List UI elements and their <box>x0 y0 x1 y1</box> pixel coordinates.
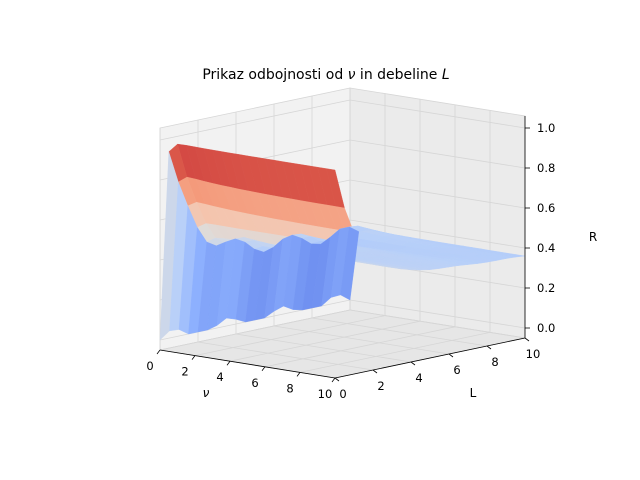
z-tick-label: 0.6 <box>537 201 555 215</box>
grid-line <box>197 341 374 371</box>
y-tick-label: 4 <box>415 371 422 385</box>
grid-line <box>235 333 412 363</box>
y-tick-label: 6 <box>453 363 460 377</box>
y-axis-line <box>334 337 526 379</box>
grid-line <box>311 317 488 347</box>
y-tick-mark <box>410 361 416 366</box>
plot-3d-axes: 0 2 4 6 8 10 0 2 4 6 8 10 0.0 0.2 0.4 0.6 0.8 1.0 ν L R <box>146 87 597 401</box>
x-tick-label: 8 <box>286 381 293 395</box>
y-tick-label: 0 <box>339 387 346 401</box>
y-tick-mark <box>448 353 454 358</box>
y-tick-mark <box>524 337 530 342</box>
y-tick-mark <box>486 345 492 350</box>
grid-line <box>264 326 456 368</box>
x-tick-label: 4 <box>216 370 223 384</box>
x-tick-label: 0 <box>146 359 153 373</box>
y-tick-mark <box>334 377 340 382</box>
grid-line <box>159 309 351 351</box>
grid-line <box>194 315 386 356</box>
y-tick-mark <box>372 369 378 374</box>
x-tick-mark <box>156 349 161 355</box>
y-tick-label: 8 <box>491 355 498 369</box>
z-tick-label: 1.0 <box>537 121 555 135</box>
x-axis-line <box>159 349 336 379</box>
grid-line <box>299 332 491 373</box>
grid-line <box>273 325 450 355</box>
z-axis-label: R <box>589 230 597 244</box>
y-tick-label: 10 <box>526 347 541 361</box>
grid-line <box>229 320 421 362</box>
back-right-pane <box>349 87 526 339</box>
y-tick-label: 2 <box>377 379 384 393</box>
z-tick-label: 0.4 <box>537 241 555 255</box>
x-axis-label: ν <box>203 386 210 400</box>
x-tick-mark <box>296 372 301 377</box>
reflectance-surface <box>159 143 526 341</box>
z-tick-label: 0.0 <box>537 321 555 335</box>
x-tick-mark <box>191 355 196 360</box>
x-tick-label: 2 <box>181 365 188 379</box>
tick-labels: 0 2 4 6 8 10 0 2 4 6 8 10 0.0 0.2 0.4 0.6 0.8 1.0 <box>146 121 555 401</box>
x-tick-mark <box>226 360 231 366</box>
x-tick-label: 6 <box>251 376 258 390</box>
chart-title: Prikaz odbojnosti od ν in debeline L <box>202 67 449 83</box>
axis-lines <box>159 116 526 379</box>
x-tick-mark <box>331 377 336 383</box>
grid-line <box>349 309 526 339</box>
surface-face <box>340 226 360 301</box>
z-tick-label: 0.2 <box>537 281 555 295</box>
x-tick-mark <box>261 366 266 372</box>
x-tick-label: 10 <box>318 387 333 401</box>
grid-lines <box>159 88 526 379</box>
y-axis-label: L <box>470 386 477 400</box>
z-tick-label: 0.8 <box>537 161 555 175</box>
grid-line <box>159 99 526 141</box>
